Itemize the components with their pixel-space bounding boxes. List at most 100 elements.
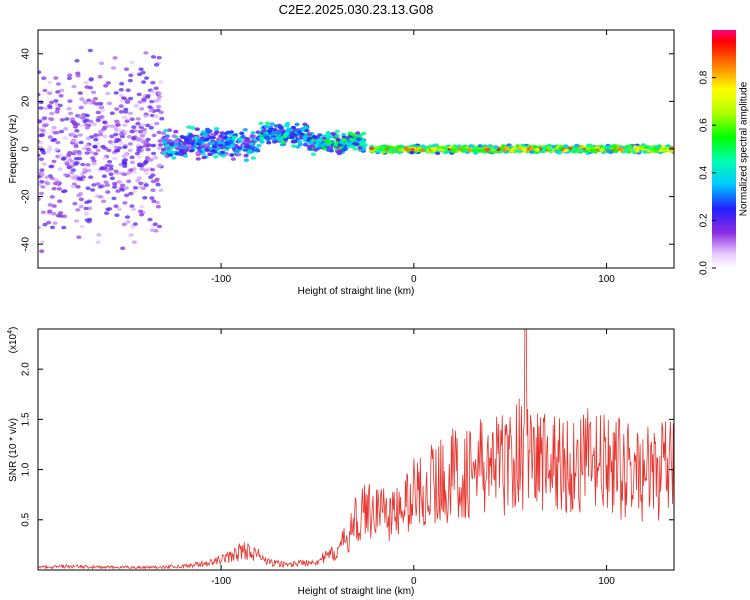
spectrogram-cell bbox=[113, 119, 120, 124]
spectrogram-cell bbox=[104, 163, 110, 168]
spectrogram-cell bbox=[42, 222, 48, 227]
spectrogram-cell bbox=[128, 168, 134, 172]
spectrogram-cell bbox=[160, 147, 166, 152]
spectrogram-cell bbox=[272, 128, 278, 132]
spectrogram-cell bbox=[70, 120, 76, 124]
spectrogram-cell bbox=[269, 132, 275, 137]
spectrogram-cell bbox=[325, 132, 331, 137]
spectrogram-cell bbox=[132, 222, 138, 226]
colorbar-gradient bbox=[712, 30, 736, 268]
spectrogram-cell bbox=[292, 139, 298, 144]
spectrogram-cell bbox=[369, 146, 375, 151]
spectrogram-y-tick-label: 20 bbox=[21, 95, 32, 107]
spectrogram-cell bbox=[55, 90, 61, 94]
spectrogram-cell bbox=[354, 142, 360, 146]
spectrogram-cell bbox=[141, 97, 147, 102]
spectrogram-cell bbox=[207, 129, 213, 133]
spectrogram-cell bbox=[98, 61, 105, 66]
spectrogram-cell bbox=[149, 113, 155, 118]
spectrogram-cell bbox=[132, 186, 139, 190]
spectrogram-cell bbox=[52, 221, 58, 225]
spectrogram-cell bbox=[131, 125, 137, 129]
spectrogram-cell bbox=[94, 102, 100, 106]
spectrogram-cell bbox=[660, 148, 666, 152]
spectrogram-cell bbox=[419, 148, 425, 152]
spectrogram-cell bbox=[133, 104, 139, 108]
spectrogram-cell bbox=[161, 131, 167, 136]
spectrogram-cell bbox=[201, 155, 207, 160]
spectrogram-cell bbox=[84, 151, 90, 155]
spectrogram-cell bbox=[155, 204, 161, 209]
spectrogram-cell bbox=[112, 56, 118, 60]
spectrogram-cell bbox=[95, 118, 101, 123]
spectrogram-cell bbox=[267, 129, 273, 133]
spectrogram-cell bbox=[53, 99, 59, 103]
spectrogram-cell bbox=[136, 176, 142, 180]
spectrogram-cell bbox=[431, 147, 437, 152]
spectrogram-cell bbox=[352, 147, 358, 151]
spectrogram-cell bbox=[624, 144, 630, 149]
spectrogram-cell bbox=[49, 225, 56, 230]
spectrogram-cell bbox=[204, 143, 210, 147]
spectrogram-cell bbox=[512, 146, 518, 150]
spectrogram-cell bbox=[47, 209, 53, 214]
spectrogram-cell bbox=[209, 132, 215, 137]
spectrogram-cell bbox=[336, 151, 342, 156]
spectrogram-cell bbox=[334, 134, 340, 138]
spectrogram-cell bbox=[38, 70, 42, 74]
spectrogram-cell bbox=[102, 134, 108, 139]
spectrogram-cell bbox=[47, 104, 53, 108]
spectrogram-cell bbox=[41, 76, 47, 80]
spectrogram-cell bbox=[228, 133, 234, 137]
spectrogram-cell bbox=[109, 124, 115, 128]
spectrogram-cell bbox=[350, 133, 356, 137]
spectrogram-cell bbox=[396, 145, 402, 149]
spectrogram-x-tick-label: 0 bbox=[411, 274, 417, 285]
spectrogram-cell bbox=[126, 179, 132, 184]
spectrogram-cell bbox=[106, 148, 112, 153]
spectrogram-cell bbox=[73, 144, 79, 148]
spectrogram-cell bbox=[87, 101, 93, 105]
spectrogram-cell bbox=[127, 78, 133, 83]
spectrogram-cell bbox=[83, 206, 89, 211]
spectrogram-cell bbox=[74, 219, 80, 223]
snr-frame bbox=[37, 328, 675, 571]
spectrogram-cell bbox=[150, 143, 156, 148]
spectrogram-cell bbox=[57, 167, 63, 171]
spectrogram-cell bbox=[73, 156, 80, 161]
spectrogram-cell bbox=[247, 149, 253, 153]
snr-x-tick-label: -100 bbox=[211, 576, 231, 587]
spectrogram-cell bbox=[50, 138, 56, 143]
spectrogram-cell bbox=[45, 150, 51, 154]
spectrogram-cell bbox=[129, 204, 135, 208]
spectrogram-cell bbox=[195, 157, 201, 161]
spectrogram-cell bbox=[71, 84, 77, 89]
spectrogram-cell bbox=[280, 140, 286, 145]
spectrogram-cell bbox=[264, 124, 270, 129]
spectrogram-cell bbox=[128, 73, 134, 78]
spectrogram-cell bbox=[118, 93, 124, 98]
spectrogram-cell bbox=[256, 143, 262, 148]
spectrogram-y-tick-label: 0 bbox=[21, 146, 32, 152]
spectrogram-cell bbox=[116, 180, 122, 184]
spectrogram-cell bbox=[409, 147, 416, 152]
spectrogram-cell bbox=[174, 152, 181, 156]
snr-y-label: SNR (10 * v/v) bbox=[8, 418, 19, 482]
spectrogram-cell bbox=[137, 72, 143, 77]
spectrogram-cell bbox=[41, 162, 48, 166]
spectrogram-cell bbox=[114, 107, 120, 111]
spectrogram-cell bbox=[119, 81, 125, 86]
spectrogram-cell bbox=[653, 149, 659, 153]
spectrogram-cell bbox=[95, 110, 101, 115]
spectrogram-cell bbox=[291, 133, 297, 137]
spectrogram-cell bbox=[121, 154, 127, 159]
spectrogram-cell bbox=[158, 110, 164, 115]
snr-y-tick-label: 1.0 bbox=[21, 462, 32, 476]
spectrogram-cell bbox=[114, 128, 120, 132]
spectrogram-cell bbox=[47, 80, 53, 85]
spectrogram-cell bbox=[166, 128, 173, 132]
spectrogram-cell bbox=[318, 137, 324, 142]
snr-background bbox=[38, 329, 674, 570]
spectrogram-cell bbox=[87, 48, 93, 53]
spectrogram-cell bbox=[341, 133, 347, 137]
